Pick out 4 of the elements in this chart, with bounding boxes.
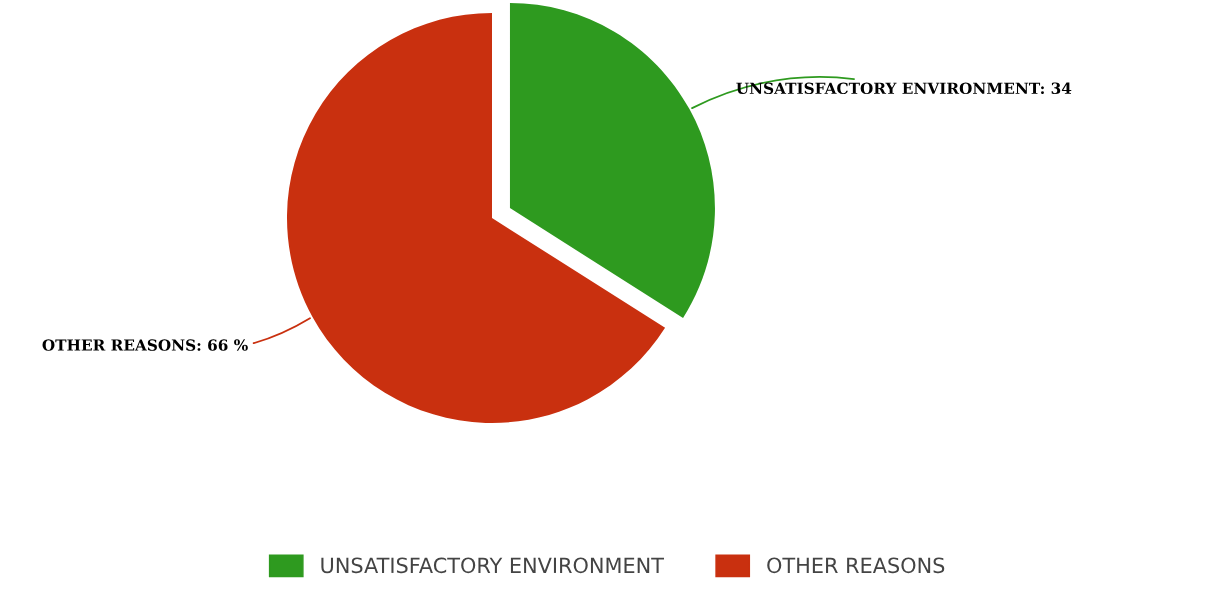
legend-label: UNSATISFACTORY ENVIRONMENT bbox=[321, 557, 665, 574]
data-label: OTHER REASONS: 66 % bbox=[42, 339, 248, 351]
data-label: UNSATISFACTORY ENVIRONMENT: 34 bbox=[736, 82, 1072, 95]
legend-label: OTHER REASONS bbox=[767, 557, 945, 574]
